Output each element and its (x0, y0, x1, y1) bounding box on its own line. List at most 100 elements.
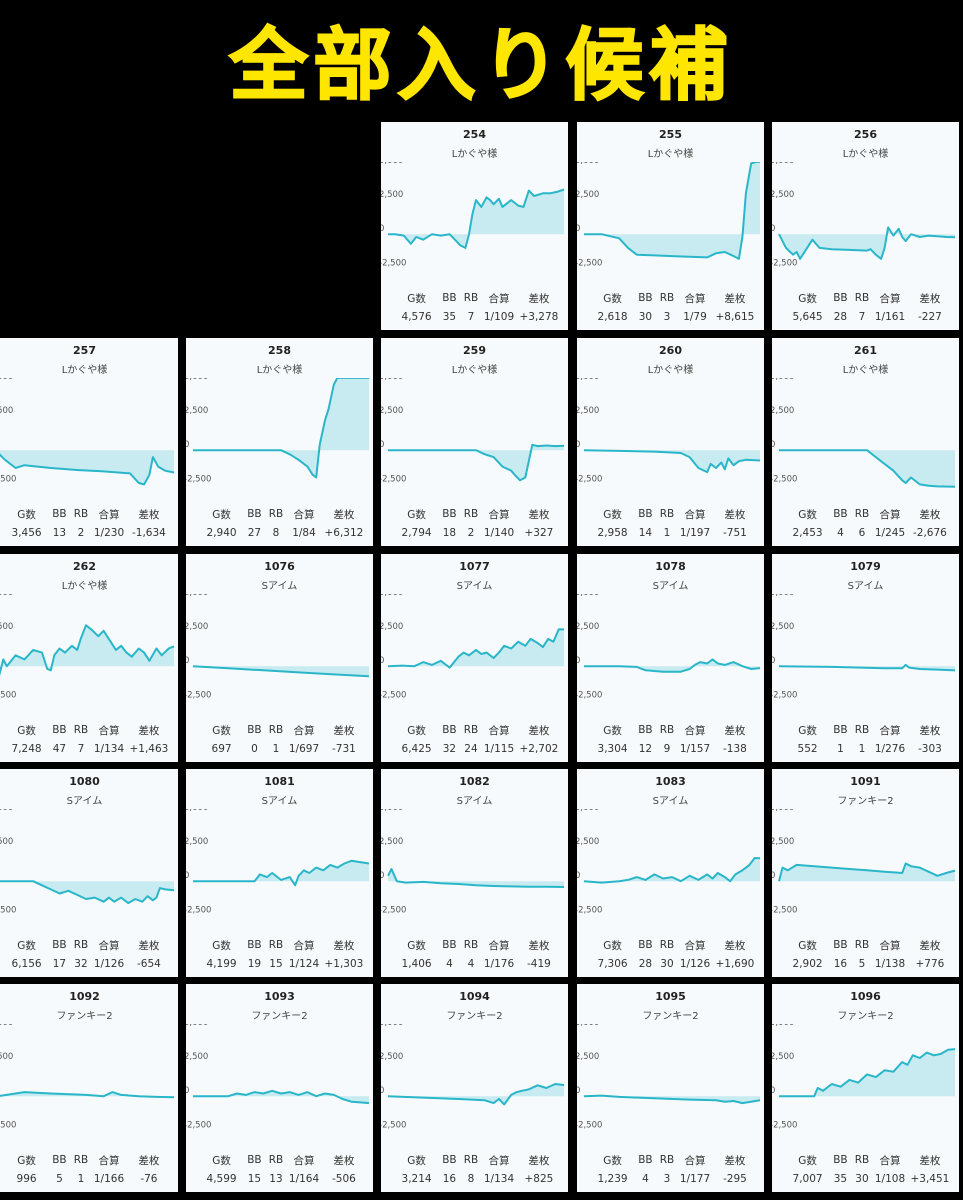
y-tick-label: -2,500 (772, 690, 797, 700)
area-fill (779, 227, 955, 259)
machine-model: Lかぐや様 (61, 365, 108, 376)
stats-header: 合算 (684, 1154, 706, 1167)
chart-panel: 254 Lかぐや様 5,000 2,500 0 -2,500 G数 BB RB 合算 差枚 4,576… (381, 122, 568, 330)
y-tick-label: -2,500 (577, 258, 602, 268)
chart-panel: 1076 Sアイム 5,000 2,500 0 -2,500 G数 BB RB 合算 差枚 697 0 1… (186, 554, 373, 762)
y-tick-label: 0 (186, 440, 189, 450)
stats-table: G数 BB RB 合算 差枚 4,199 19 15 1/124 +1,303 (200, 935, 366, 975)
machine-number: 1094 (459, 990, 490, 1003)
area-fill (779, 1049, 955, 1097)
y-tick-label: 0 (577, 224, 580, 234)
y-tick-label: -2,500 (772, 1120, 797, 1130)
stats-header: RB (73, 939, 89, 951)
area-fill (388, 444, 564, 481)
stats-header: G数 (603, 1154, 622, 1167)
stats-value: -654 (136, 958, 161, 970)
y-tick-label: 0 (577, 871, 580, 881)
stats-value: 1/230 (93, 527, 125, 539)
stats-value: 1/84 (292, 527, 316, 539)
coin-difference-chart: 5,000 2,500 0 -2,500 (772, 162, 956, 268)
chart-panel: 259 Lかぐや様 5,000 2,500 0 -2,500 G数 BB RB 合算 差枚 2,794… (381, 338, 568, 546)
y-tick-label: -2,500 (0, 690, 16, 700)
stats-value: +8,615 (715, 311, 755, 323)
stats-value: 32 (442, 743, 457, 755)
stats-value: 7,306 (597, 958, 628, 970)
machine-model: ファンキー2 (837, 1011, 894, 1022)
y-tick-label: 2,500 (381, 1052, 403, 1062)
series-line (779, 1048, 956, 1098)
stats-value: -138 (722, 743, 747, 755)
stats-value: +3,451 (910, 1173, 950, 1185)
stats-table: G数 BB RB 合算 差枚 4,599 15 13 1/164 -506 (200, 1150, 366, 1190)
stats-value: 4 (642, 1173, 649, 1185)
machine-number: 261 (854, 344, 877, 357)
stats-header: 差枚 (528, 292, 550, 305)
machine-model: Sアイム (652, 796, 689, 807)
coin-difference-chart: 5,000 2,500 0 -2,500 (381, 378, 565, 484)
y-tick-label: 2,500 (772, 837, 794, 847)
machine-number: 254 (463, 128, 486, 141)
chart-panel: 1079Sアイム5,0002,5000-2,500G数BBRB合算差枚55211… (772, 554, 959, 762)
stats-header: G数 (798, 292, 817, 305)
series-line (0, 880, 175, 905)
coin-difference-chart: 5,000 2,500 0 -2,500 (186, 1024, 370, 1130)
stats-header: BB (442, 724, 457, 736)
y-tick-label: 2,500 (186, 1052, 208, 1062)
stats-value: 15 (269, 958, 283, 970)
stats-value: 1/140 (483, 527, 515, 539)
stats-value: 3,214 (401, 1173, 432, 1185)
y-tick-label: 0 (772, 871, 775, 881)
stats-value: 2,902 (792, 958, 823, 970)
y-tick-label: -2,500 (0, 1120, 16, 1130)
y-tick-label: 5,000 (0, 594, 13, 598)
machine-number: 1082 (459, 775, 490, 788)
machine-model: ファンキー2 (642, 1011, 699, 1022)
stats-header: RB (268, 724, 284, 736)
stats-value: -303 (917, 743, 942, 755)
y-tick-label: 5,000 (186, 378, 208, 382)
series-line (583, 857, 761, 884)
y-tick-label: 0 (381, 440, 384, 450)
stats-header: BB (247, 939, 262, 951)
machine-number: 1091 (850, 775, 881, 788)
series-line (778, 663, 956, 672)
stats-value: 15 (247, 1173, 262, 1185)
stats-header: G数 (798, 724, 817, 737)
stats-header: G数 (603, 508, 622, 521)
stats-header: 合算 (293, 508, 315, 521)
stats-header: 合算 (488, 508, 510, 521)
stats-header: 差枚 (528, 1154, 550, 1167)
stats-header: G数 (407, 1154, 426, 1167)
machine-number: 1083 (655, 775, 686, 788)
stats-value: 30 (660, 958, 674, 970)
stats-value: 2,453 (792, 527, 823, 539)
chart-panel: 1078 Sアイム 5,000 2,500 0 -2,500 G数 BB RB 合算 差枚 3,304… (577, 554, 764, 762)
stats-header: BB (52, 724, 67, 736)
machine-model: Sアイム (652, 581, 689, 592)
stats-value: 2 (467, 527, 475, 539)
stats-value: 1/126 (93, 958, 125, 970)
stats-table: G数 BB RB 合算 差枚 7,007 35 30 1/108 +3,451 (786, 1150, 952, 1190)
stats-value: 1 (837, 743, 844, 755)
stats-header: BB (52, 1154, 67, 1166)
y-tick-label: 2,500 (186, 406, 208, 416)
stats-value: 1/109 (483, 311, 515, 323)
stats-header: BB (247, 724, 262, 736)
stats-header: G数 (798, 1154, 817, 1167)
coin-difference-chart: 5,000 2,500 0 -2,500 (381, 594, 564, 700)
y-tick-label: 5,000 (772, 1024, 794, 1028)
stats-value: -731 (331, 743, 356, 755)
stats-header: 差枚 (528, 939, 550, 952)
y-tick-label: -2,500 (186, 474, 211, 484)
stats-header: BB (442, 939, 457, 951)
stats-header: BB (52, 939, 67, 951)
y-tick-label: 0 (577, 656, 580, 666)
stats-value: 2,940 (206, 527, 237, 539)
stats-header: RB (854, 939, 870, 951)
stats-value: 996 (16, 1173, 37, 1185)
stats-table: G数 BB RB 合算 差枚 697 0 1 1/697 -731 (200, 720, 366, 760)
stats-header: G数 (603, 939, 622, 952)
stats-header: RB (463, 508, 479, 520)
chart-panel: 261 Lかぐや様 5,000 2,500 0 -2,500 G数 BB RB 合算 差枚 2,453… (772, 338, 959, 546)
y-tick-label: 2,500 (577, 622, 599, 632)
